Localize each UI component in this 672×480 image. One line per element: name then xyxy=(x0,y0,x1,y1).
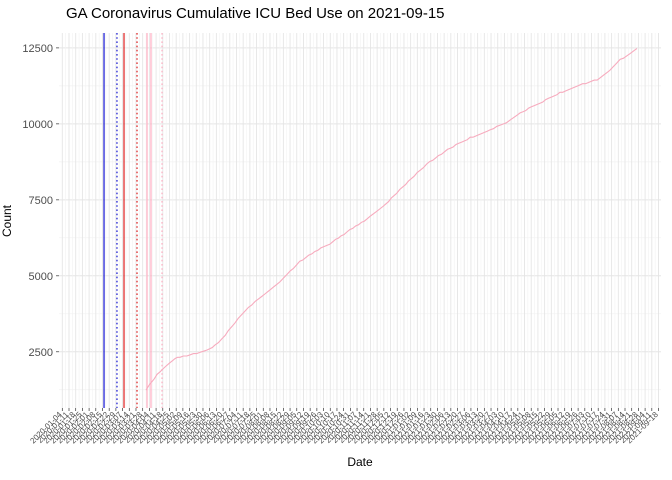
y-tick-label: 10000 xyxy=(22,119,53,131)
y-tick-label: 7500 xyxy=(29,195,53,207)
y-tick-label: 5000 xyxy=(29,271,53,283)
chart-title: GA Coronavirus Cumulative ICU Bed Use on… xyxy=(66,5,445,22)
x-axis-title: Date xyxy=(347,455,373,469)
cumulative-icu-bed-use-line xyxy=(145,48,638,391)
y-tick-label: 2500 xyxy=(29,347,53,359)
y-tick-label: 12500 xyxy=(22,43,53,55)
